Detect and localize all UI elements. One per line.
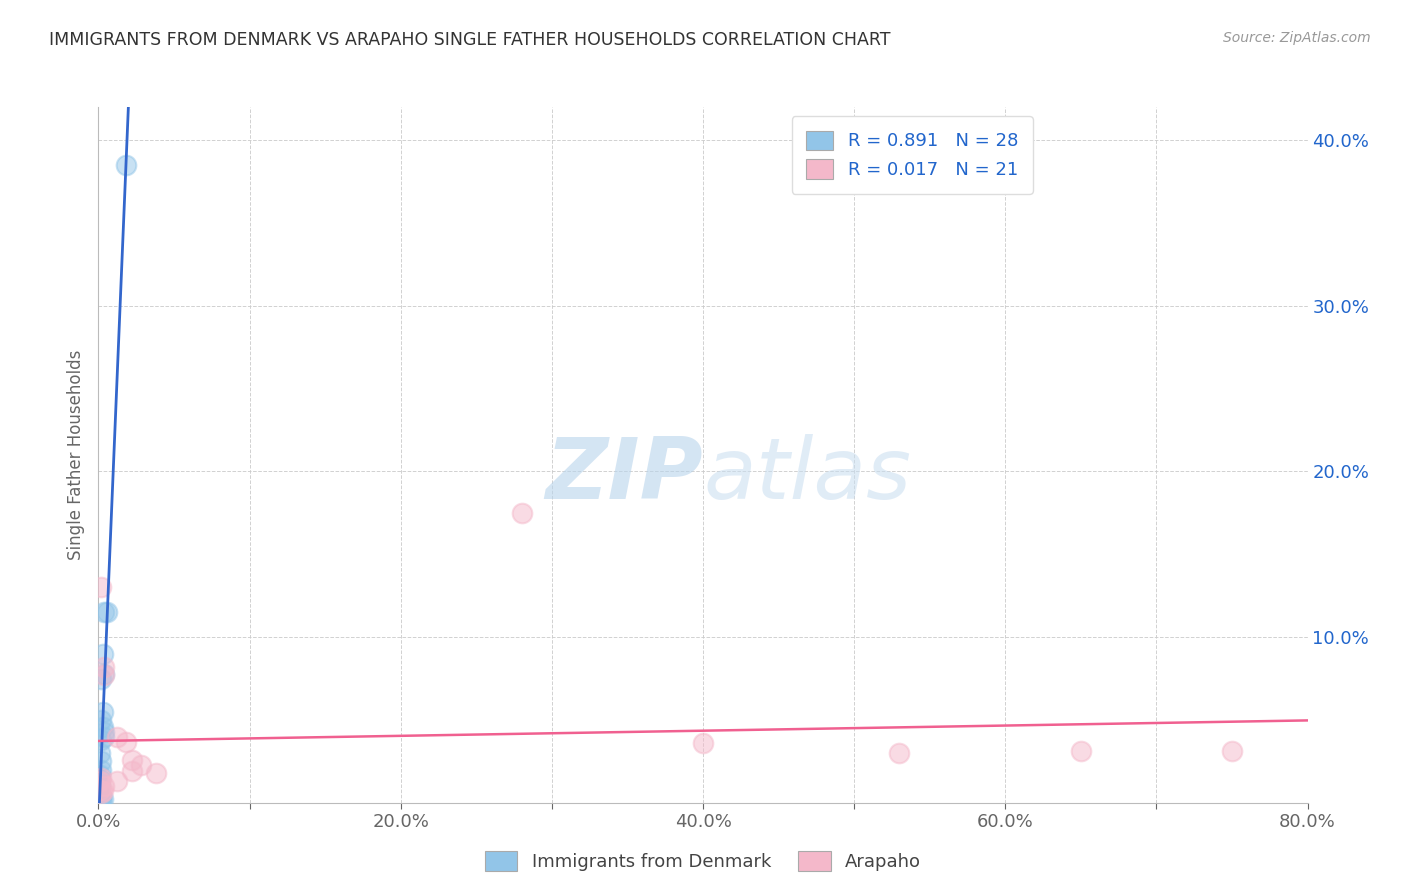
Point [90, 672, 112, 686]
Point [93, 668, 115, 682]
Point [889, 746, 911, 760]
Point [89, 782, 111, 797]
Point [121, 764, 143, 779]
Point [93, 605, 115, 619]
Point [90, 713, 112, 727]
Point [89, 772, 111, 787]
Point [114, 158, 136, 172]
Point [91, 720, 114, 734]
Point [121, 753, 143, 767]
Point [90, 794, 112, 808]
Point [93, 666, 115, 681]
Point [90, 581, 112, 595]
Point [89, 794, 111, 808]
Legend: R = 0.891   N = 28, R = 0.017   N = 21: R = 0.891 N = 28, R = 0.017 N = 21 [792, 116, 1032, 194]
Point [90, 732, 112, 747]
Point [89, 786, 111, 800]
Point [105, 774, 128, 789]
Point [114, 734, 136, 748]
Point [91, 784, 114, 798]
Point [89, 784, 111, 798]
Point [93, 724, 115, 739]
Point [91, 792, 114, 806]
Point [1070, 744, 1092, 758]
Point [90, 771, 112, 785]
Point [510, 506, 533, 520]
Point [89, 767, 111, 781]
Point [89, 789, 111, 804]
Point [91, 647, 114, 661]
Point [93, 779, 115, 793]
Point [90, 790, 112, 805]
Text: atlas: atlas [703, 434, 911, 517]
Point [105, 730, 128, 744]
Point [90, 755, 112, 769]
Point [90, 763, 112, 777]
Text: ZIP: ZIP [546, 434, 703, 517]
Point [93, 730, 115, 744]
Point [89, 792, 111, 806]
Y-axis label: Single Father Households: Single Father Households [67, 350, 86, 560]
Point [145, 766, 167, 780]
Point [129, 757, 152, 772]
Point [96, 605, 118, 619]
Point [692, 736, 714, 750]
Legend: Immigrants from Denmark, Arapaho: Immigrants from Denmark, Arapaho [478, 844, 928, 879]
Point [89, 746, 111, 760]
Point [89, 774, 111, 789]
Text: IMMIGRANTS FROM DENMARK VS ARAPAHO SINGLE FATHER HOUSEHOLDS CORRELATION CHART: IMMIGRANTS FROM DENMARK VS ARAPAHO SINGL… [49, 31, 891, 49]
Text: Source: ZipAtlas.com: Source: ZipAtlas.com [1223, 31, 1371, 45]
Point [90, 786, 112, 800]
Point [91, 705, 114, 719]
Point [93, 660, 115, 674]
Point [89, 780, 111, 795]
Point [89, 778, 111, 792]
Point [1220, 744, 1243, 758]
Point [89, 790, 111, 805]
